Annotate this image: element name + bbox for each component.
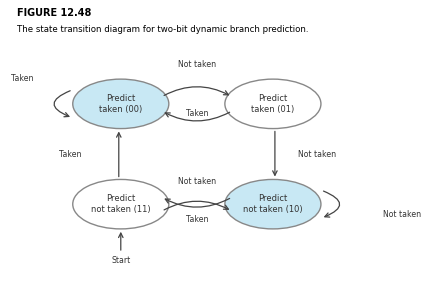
FancyBboxPatch shape [0,0,405,284]
FancyArrowPatch shape [165,199,230,207]
Text: Taken: Taken [11,74,34,83]
Text: Taken: Taken [186,215,208,224]
Text: Predict
taken (00): Predict taken (00) [99,94,142,114]
Text: The state transition diagram for two-bit dynamic branch prediction.: The state transition diagram for two-bit… [17,25,308,34]
FancyArrowPatch shape [323,191,340,217]
Text: Taken: Taken [186,109,208,118]
Text: FIGURE 12.48: FIGURE 12.48 [17,8,91,18]
Text: Not taken: Not taken [178,177,216,186]
Text: Predict
not taken (10): Predict not taken (10) [243,195,303,214]
Ellipse shape [73,179,169,229]
Ellipse shape [225,79,321,129]
Ellipse shape [73,79,169,129]
Ellipse shape [225,179,321,229]
Text: Predict
not taken (11): Predict not taken (11) [91,195,150,214]
Text: Not taken: Not taken [383,210,421,219]
Text: Not taken: Not taken [298,150,336,159]
FancyArrowPatch shape [273,131,277,175]
Text: Taken: Taken [60,150,82,159]
FancyArrowPatch shape [164,201,228,210]
Text: Not taken: Not taken [178,60,216,69]
Text: Start: Start [111,256,130,265]
FancyArrowPatch shape [164,87,228,95]
FancyArrowPatch shape [165,112,230,121]
FancyArrowPatch shape [54,91,70,117]
Text: Predict
taken (01): Predict taken (01) [251,94,295,114]
FancyArrowPatch shape [116,133,121,177]
